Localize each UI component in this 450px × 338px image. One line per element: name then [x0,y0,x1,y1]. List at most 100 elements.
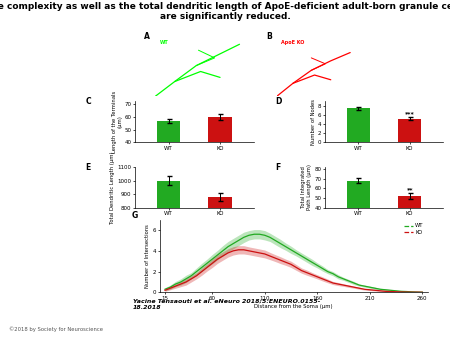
KO [346,284,351,288]
WT [378,287,383,291]
WT [252,232,257,236]
Legend: WT, KO: WT, KO [403,222,425,236]
Text: D: D [275,97,281,106]
WT [409,290,414,294]
WT [393,289,399,293]
WT [257,232,262,236]
WT [315,263,320,267]
KO [278,258,283,262]
WT [288,248,294,252]
WT [372,286,378,290]
Line: WT: WT [165,234,422,292]
KO [388,290,393,294]
WT [194,270,199,274]
WT [162,287,168,291]
KO [356,286,362,290]
KO [225,251,231,255]
KO [167,286,173,290]
Text: ApoE KO: ApoE KO [281,40,305,45]
KO [367,288,373,292]
WT [230,242,236,246]
KO [220,254,225,258]
WT [336,275,341,279]
KO [273,256,278,260]
KO [393,290,399,294]
KO [399,290,404,294]
Text: The complexity as well as the total dendritic length of ApoE-deficient adult-bor: The complexity as well as the total dend… [0,2,450,21]
WT [320,266,325,270]
WT [293,251,299,255]
Text: ©2018 by Society for Neuroscience: ©2018 by Society for Neuroscience [9,326,103,332]
Bar [398,119,421,142]
Text: F: F [275,163,280,172]
KO [404,290,409,294]
Y-axis label: Length of the Terminals
(µm): Length of the Terminals (µm) [112,91,122,153]
WT [383,288,388,292]
WT [309,260,315,264]
Bar [157,121,180,194]
KO [299,268,304,272]
KO [336,282,341,286]
KO [325,279,330,283]
Text: WT: WT [160,40,168,45]
WT [341,277,346,281]
KO [194,274,199,278]
WT [267,235,273,239]
WT [199,265,204,269]
KO [309,273,315,277]
KO [283,260,288,264]
KO [189,277,194,281]
KO [262,252,267,256]
Text: **: ** [406,187,413,192]
KO [183,280,189,284]
Text: E: E [85,163,90,172]
Text: C: C [85,97,91,106]
WT [367,285,373,289]
WT [399,289,404,293]
Text: Yacine Tensaouti et al. eNeuro 2018;5:ENEURO.0155-
18.2018: Yacine Tensaouti et al. eNeuro 2018;5:EN… [133,299,320,310]
KO [199,270,204,274]
KO [246,249,252,253]
WT [262,233,267,237]
WT [183,277,189,281]
Line: KO: KO [165,250,422,292]
KO [210,261,215,265]
Bar [208,117,232,194]
KO [320,277,325,281]
WT [220,249,225,253]
WT [246,233,252,237]
KO [383,289,388,293]
WT [167,285,173,289]
WT [210,257,215,261]
WT [278,242,283,246]
KO [230,249,236,253]
WT [351,281,357,285]
X-axis label: Distance from the Soma (µm): Distance from the Soma (µm) [254,304,333,309]
Y-axis label: Total Integrated
Path Length (µm): Total Integrated Path Length (µm) [302,164,312,210]
Bar [208,197,232,317]
Text: A: A [144,32,150,42]
WT [346,279,351,283]
Y-axis label: Number of Intersections: Number of Intersections [145,224,150,288]
Bar [346,108,370,142]
WT [189,274,194,278]
KO [304,271,310,275]
WT [325,270,330,274]
KO [162,288,168,292]
KO [330,281,336,285]
KO [293,265,299,269]
KO [362,287,367,291]
Text: ***: *** [405,111,414,116]
KO [267,254,273,258]
KO [236,248,241,252]
WT [173,282,178,286]
Bar [398,196,421,247]
WT [404,290,409,294]
WT [362,284,367,288]
KO [351,285,357,289]
KO [178,282,184,286]
Bar [346,180,370,247]
WT [419,290,425,294]
KO [419,290,425,294]
WT [225,245,231,249]
